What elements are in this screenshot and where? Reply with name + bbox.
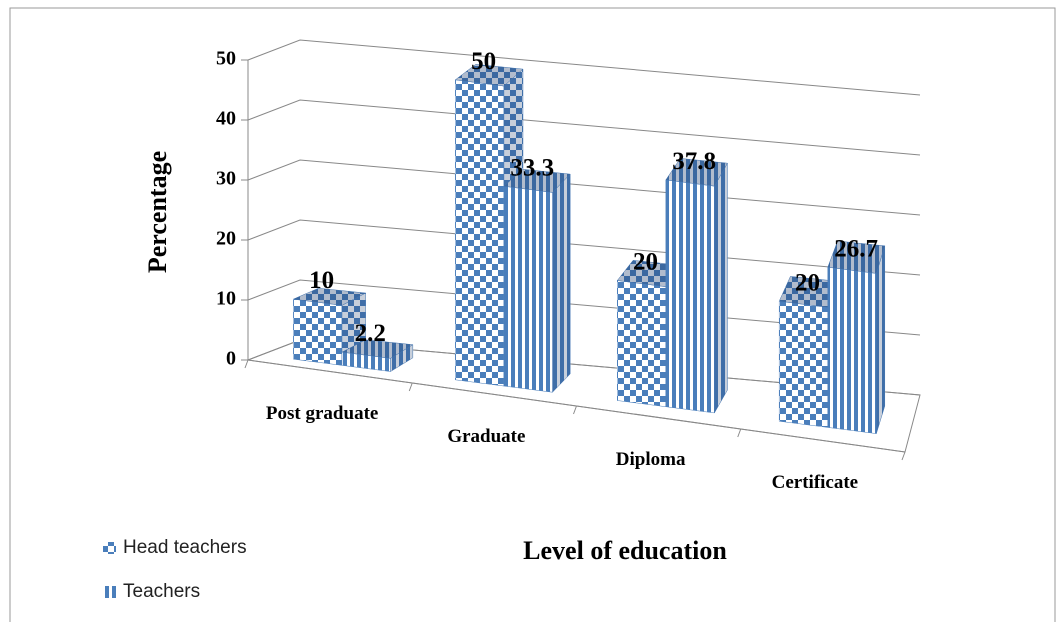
y-axis-title: Percentage [143,151,172,273]
data-label: 10 [309,267,334,294]
y-tick-label: 30 [216,168,236,190]
bar-side-shade [714,163,728,413]
bar-front [617,280,667,408]
bar-side-shade [390,344,413,372]
grid-line [247,219,921,276]
bar-top [827,240,886,274]
y-tick-label: 10 [216,288,236,310]
legend-swatch [103,542,116,554]
bar-side-shade [552,174,571,393]
bar-front [778,300,829,428]
grid-line [247,39,921,96]
data-label: 50 [471,48,496,75]
legend-label: Head teachers [123,537,247,558]
bar-front [503,185,553,393]
bar-top-shade [617,260,681,287]
x-tick [737,428,742,438]
data-label: 37.8 [672,148,716,175]
bar-front [293,298,343,366]
bar-side-shade [876,245,885,434]
bar-top [665,158,728,187]
x-tick-label: Graduate [447,425,526,447]
bar-front [455,79,505,387]
data-label: 33.3 [510,154,554,181]
x-tick [244,359,249,369]
bar-top-shade [455,64,523,87]
bar-top [341,339,414,359]
x-tick [408,382,413,392]
legend-label: Teachers [123,581,200,602]
x-tick [573,405,577,415]
bar-top-shade [503,169,571,193]
x-axis-title: Level of education [523,536,727,565]
bar-front [665,179,715,414]
y-tick-label: 20 [216,228,236,250]
x-tick-label: Post graduate [265,402,379,424]
bar-top-shade [341,339,413,359]
y-tick-label: 50 [216,48,236,70]
data-label: 20 [633,249,658,276]
grid-line [247,159,921,216]
bar-top [503,169,571,193]
bar-top-shade [293,288,366,306]
y-tick-label: 0 [226,348,236,370]
data-label: 26.7 [834,235,878,262]
data-label: 2.2 [355,320,386,347]
x-tick-label: Diploma [615,448,686,470]
y-tick-label: 40 [216,108,236,130]
bar-front [827,266,877,434]
bar-top-shade [779,276,838,308]
bar-top-shade [665,158,728,187]
legend-swatch [103,586,116,598]
data-label: 20 [795,269,820,296]
bar-top [292,287,367,306]
bar-top [454,64,524,87]
x-tick-label: Certificate [771,471,859,493]
grid-line [247,99,921,156]
bar-top-shade [827,241,885,274]
frame [9,7,1056,622]
x-tick [901,451,906,461]
